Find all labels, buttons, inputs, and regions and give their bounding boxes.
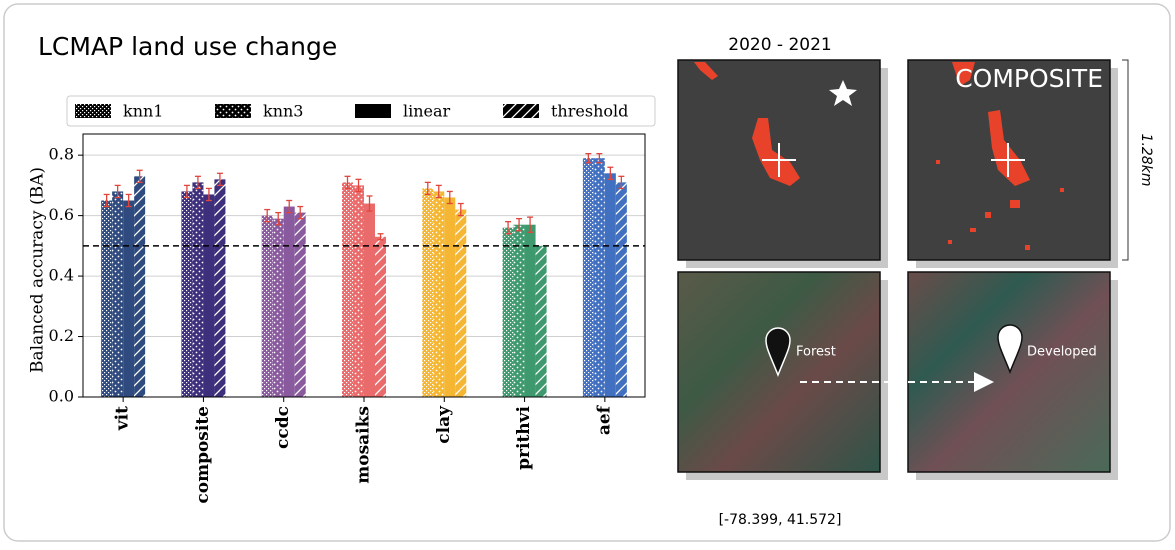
change-area — [694, 62, 800, 186]
x-tick-label: clay — [434, 405, 454, 444]
pin — [765, 327, 791, 378]
error-bar — [205, 187, 212, 202]
date-label: 2020 - 2021 — [728, 35, 831, 55]
bar — [582, 158, 594, 397]
bar — [294, 212, 306, 397]
legend-swatch — [215, 104, 251, 118]
legend-label: knn3 — [263, 102, 303, 121]
bar — [502, 227, 514, 397]
error-bar — [596, 152, 603, 164]
pin — [997, 324, 1023, 375]
axes-frame — [82, 133, 646, 398]
error-bar — [377, 233, 384, 241]
error-bar — [424, 181, 431, 196]
y-tick-label: 0.6 — [49, 205, 74, 224]
error-bar — [435, 184, 442, 199]
bar — [364, 203, 375, 397]
x-tick-label: prithvi — [514, 405, 534, 469]
legend-swatch — [75, 104, 111, 118]
legend-label: knn1 — [123, 102, 163, 121]
bar — [353, 185, 364, 397]
error-bar — [286, 199, 293, 214]
y-tick-label: 0.8 — [49, 145, 74, 164]
error-bar — [457, 202, 464, 217]
y-axis-label: Balanced accuracy (BA) — [28, 167, 48, 373]
bar — [422, 188, 434, 397]
bar — [444, 197, 456, 397]
bar — [513, 224, 525, 397]
to-label: Developed — [1027, 345, 1097, 360]
error-bar — [607, 166, 614, 180]
error-bar — [194, 175, 201, 190]
from-label: Forest — [796, 345, 836, 360]
error-bar — [527, 216, 534, 233]
bar — [615, 182, 627, 397]
y-tick-label: 0.4 — [49, 266, 74, 285]
bar — [524, 224, 536, 397]
error-bar — [114, 184, 121, 199]
map-panels: 2020 - 2021 COMPOSITE 1.28km Forest Deve… — [677, 35, 1154, 528]
x-tick-label: aef — [594, 404, 614, 435]
error-bar — [366, 195, 373, 212]
bar — [283, 206, 295, 397]
bar — [433, 191, 445, 397]
chart-title: LCMAP land use change — [38, 32, 337, 61]
legend-label: threshold — [551, 102, 628, 121]
legend-label: linear — [403, 102, 451, 121]
legend-swatch — [355, 104, 391, 118]
scale-bar — [1122, 59, 1129, 261]
change-area — [936, 62, 1064, 250]
bar — [604, 173, 616, 397]
y-tick-label: 0.2 — [49, 326, 74, 345]
error-bar — [618, 175, 625, 190]
bar — [455, 209, 467, 397]
bar — [535, 245, 547, 397]
error-bar — [103, 193, 110, 208]
bar — [214, 179, 226, 397]
error-bar — [264, 208, 271, 223]
bar — [181, 191, 193, 397]
x-tick-label: mosaiks — [354, 406, 374, 484]
error-bar — [297, 205, 304, 220]
error-bar — [505, 221, 512, 235]
bar — [593, 158, 605, 397]
bar — [342, 182, 353, 397]
scale-label: 1.28km — [1138, 134, 1154, 187]
error-bar — [275, 211, 282, 226]
error-bar — [516, 217, 523, 232]
x-tick-label: composite — [193, 406, 213, 504]
x-tick-label: vit — [113, 406, 133, 431]
error-bar — [125, 193, 132, 208]
legend-swatch — [503, 104, 539, 118]
star-icon — [829, 80, 857, 106]
error-bar — [344, 175, 351, 190]
bar — [112, 191, 124, 397]
error-bar — [585, 152, 592, 164]
error-bar — [136, 169, 143, 184]
bar — [261, 215, 273, 397]
satellite-after — [907, 271, 1111, 473]
x-tick-label: ccdc — [273, 406, 293, 449]
y-tick-label: 0.0 — [49, 387, 74, 406]
bar — [134, 176, 146, 397]
bar — [123, 200, 135, 397]
bar — [101, 200, 113, 397]
error-bar — [446, 190, 453, 205]
bar — [272, 218, 284, 397]
error-bar — [216, 172, 223, 187]
error-bar — [355, 178, 362, 193]
bar — [192, 182, 204, 397]
bar — [203, 194, 215, 397]
coords-label: [-78.399, 41.572] — [719, 512, 842, 528]
error-bar — [183, 184, 190, 199]
bar — [375, 236, 386, 397]
composite-label: COMPOSITE — [955, 64, 1103, 93]
